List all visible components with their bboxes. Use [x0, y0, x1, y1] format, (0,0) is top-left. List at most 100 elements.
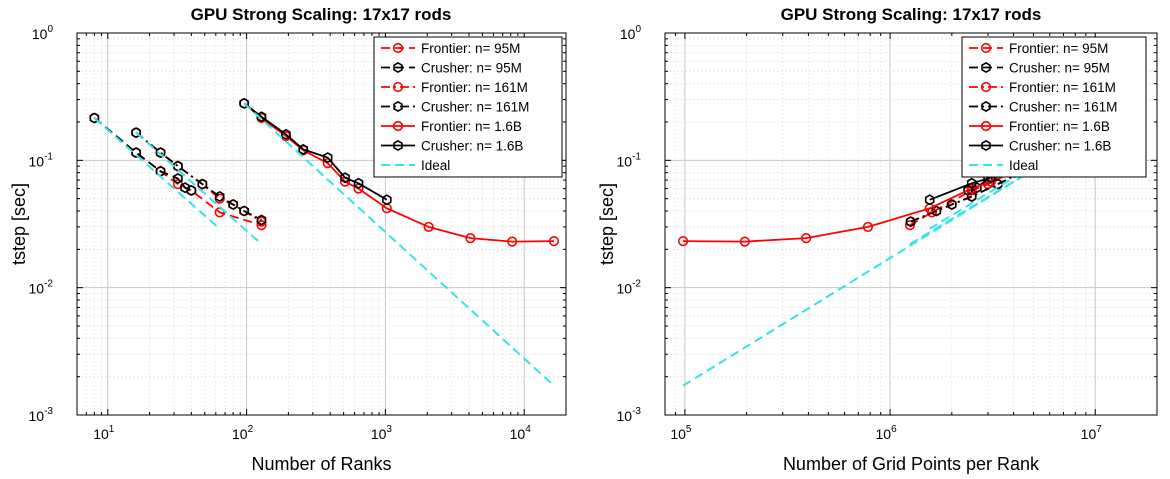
y-axis-label: tstep [sec]	[9, 183, 29, 265]
series-ideal-line	[909, 131, 1096, 245]
legend-marker	[393, 61, 403, 74]
x-axis-label: Number of Grid Points per Rank	[783, 454, 1040, 474]
series-crusher-n-1-6b-point	[322, 152, 333, 164]
series-crusher-n-1-6b	[239, 97, 392, 206]
legend-label: Ideal	[421, 158, 450, 173]
legend-item-ideal: Ideal	[969, 158, 1038, 173]
y-tick-label: 10-2	[29, 279, 54, 297]
series-frontier-n-1-6b-point	[966, 183, 977, 194]
series-crusher-n-161m-point	[239, 205, 249, 217]
legend-label: Crusher: n= 1.6B	[1009, 139, 1111, 154]
legend-item-crusher-n-95m: Crusher: n= 95M	[969, 61, 1110, 76]
legend-marker	[981, 100, 991, 113]
chart-grid-points: 105 106 107 10-3 10-2 10-1 100 GPU Strong Scali…	[597, 5, 1158, 474]
y-tick-label: 100	[620, 24, 642, 42]
legend-marker	[392, 42, 404, 54]
series-crusher-n-161m-point	[131, 127, 141, 139]
legend-item-frontier-n-95m: Frontier: n= 95M	[381, 41, 520, 56]
axes-frame	[76, 32, 567, 416]
legend-marker	[392, 81, 404, 93]
x-tick-label: 107	[1081, 424, 1103, 442]
chart-title: GPU Strong Scaling: 17x17 rods	[191, 5, 452, 24]
legend-marker	[981, 139, 991, 152]
series-frontier-n-1-6b-point	[465, 233, 476, 244]
series-crusher-n-95m-point	[180, 182, 190, 194]
legend-label: Crusher: n= 95M	[421, 61, 522, 76]
legend-marker	[980, 81, 992, 93]
legend-marker	[980, 42, 992, 54]
y-tick-label: 10-2	[617, 279, 642, 297]
chart-ranks: 101 102 103 104 10-3 10-2 10-1 100 GPU Strong Sc…	[9, 5, 567, 474]
legend-item-crusher-n-1-6b: Crusher: n= 1.6B	[381, 139, 523, 154]
series-crusher-n-161m-point	[155, 147, 166, 159]
series-crusher-n-161m-point	[931, 205, 942, 217]
tick-marks	[664, 32, 1158, 416]
x-tick-label: 102	[232, 424, 254, 442]
series-crusher-n-161m	[131, 127, 267, 226]
legend-label: Crusher: n= 161M	[1009, 100, 1117, 115]
series-crusher-n-161m-point	[256, 214, 267, 226]
legend-marker	[393, 139, 403, 152]
legend-item-crusher-n-161m: Crusher: n= 161M	[381, 100, 529, 115]
axes-frame	[664, 32, 1158, 416]
tick-marks	[76, 32, 567, 416]
legend-item-ideal: Ideal	[381, 158, 450, 173]
series-crusher-n-161m-point	[197, 178, 208, 190]
y-tick-label: 10-3	[617, 406, 642, 424]
legend-item-frontier-n-95m: Frontier: n= 95M	[969, 41, 1108, 56]
y-tick-label: 100	[32, 24, 54, 42]
series-frontier-n-1-6b-point	[548, 236, 560, 247]
legend-label: Ideal	[1009, 158, 1038, 173]
series-crusher-n-161m-point	[947, 198, 957, 211]
y-tick-label: 10-3	[29, 406, 54, 424]
series-crusher-n-1-6b-point	[966, 177, 977, 189]
legend-marker	[980, 120, 992, 132]
legend-item-frontier-n-161m: Frontier: n= 161M	[969, 80, 1116, 95]
series-crusher-n-161m-point	[992, 178, 1003, 190]
series-crusher-n-1-6b-point	[281, 128, 291, 140]
series-frontier-n-1-6b-point	[801, 233, 812, 244]
legend-item-crusher-n-95m: Crusher: n= 95M	[381, 61, 522, 76]
legend-label: Frontier: n= 95M	[1009, 41, 1108, 56]
series-frontier-n-1-6b-point	[423, 221, 434, 233]
legend-item-frontier-n-1-6b: Frontier: n= 1.6B	[381, 119, 522, 134]
series-frontier-n-1-6b-point	[739, 236, 750, 247]
series-group	[89, 97, 560, 387]
x-tick-label: 101	[93, 424, 115, 442]
legend-item-frontier-n-161m: Frontier: n= 161M	[381, 80, 528, 95]
legend-label: Crusher: n= 1.6B	[421, 139, 523, 154]
legend-item-crusher-n-1-6b: Crusher: n= 1.6B	[969, 139, 1111, 154]
series-frontier-n-95m-line	[93, 117, 262, 226]
legend-item-frontier-n-1-6b: Frontier: n= 1.6B	[969, 119, 1110, 134]
series-frontier-n-1-6b-point	[507, 236, 518, 247]
legend-marker	[392, 120, 404, 132]
legend-label: Frontier: n= 1.6B	[421, 119, 522, 134]
series-crusher-n-161m-point	[905, 216, 916, 228]
series-crusher-n-161m-point	[228, 198, 238, 211]
series-crusher-n-1-6b-point	[382, 194, 392, 206]
legend: Frontier: n= 95M Crusher: n= 95M Frontier:…	[961, 36, 1147, 178]
series-crusher-n-161m-point	[214, 190, 225, 203]
series-crusher-n-95m-point	[173, 172, 183, 185]
series-frontier-n-1-6b-point	[862, 221, 874, 233]
series-crusher-n-1-6b-point	[298, 143, 309, 155]
y-axis-label: tstep [sec]	[597, 183, 617, 265]
series-crusher-n-1-6b-point	[239, 97, 249, 109]
series-crusher-n-1-6b-point	[353, 177, 364, 189]
legend-label: Crusher: n= 161M	[421, 100, 529, 115]
x-tick-label: 105	[670, 424, 692, 442]
series-frontier-n-1-6b-point	[677, 236, 689, 247]
legend-marker	[393, 100, 403, 113]
y-tick-label: 10-1	[617, 151, 642, 169]
legend: Frontier: n= 95M Crusher: n= 95M Frontier:…	[373, 36, 563, 178]
series-crusher-n-1-6b-point	[924, 194, 935, 206]
x-tick-label: 104	[510, 424, 532, 442]
y-tick-label: 10-1	[29, 151, 54, 169]
legend-label: Frontier: n= 161M	[1009, 80, 1116, 95]
series-crusher-n-95m-point	[89, 112, 100, 124]
legend-label: Crusher: n= 95M	[1009, 61, 1110, 76]
series-crusher-n-1-6b-point	[340, 172, 350, 184]
chart-title: GPU Strong Scaling: 17x17 rods	[781, 5, 1042, 24]
legend-marker	[981, 61, 991, 74]
